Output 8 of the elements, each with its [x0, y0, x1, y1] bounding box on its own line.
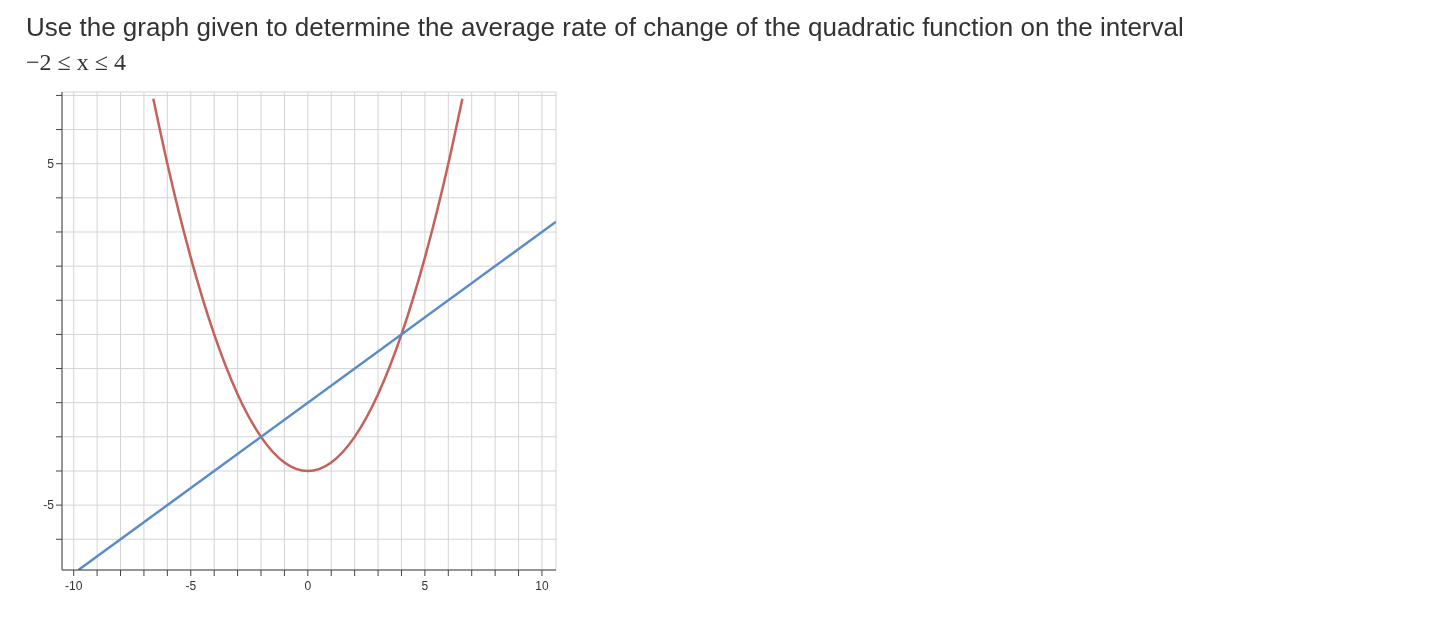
- x-tick-label: 0: [304, 579, 312, 593]
- chart-subtitle: −2 ≤ x ≤ 4: [26, 49, 127, 76]
- line-series: [152, 97, 464, 473]
- x-tick-label: -10: [65, 579, 83, 593]
- x-tick-label: -5: [185, 579, 197, 593]
- x-tick-label: 10: [535, 579, 549, 593]
- chart-title: Use the graph given to determine the average rate of change of the quadratic function on the interval: [26, 12, 1185, 43]
- x-tick-label: 5: [421, 579, 429, 593]
